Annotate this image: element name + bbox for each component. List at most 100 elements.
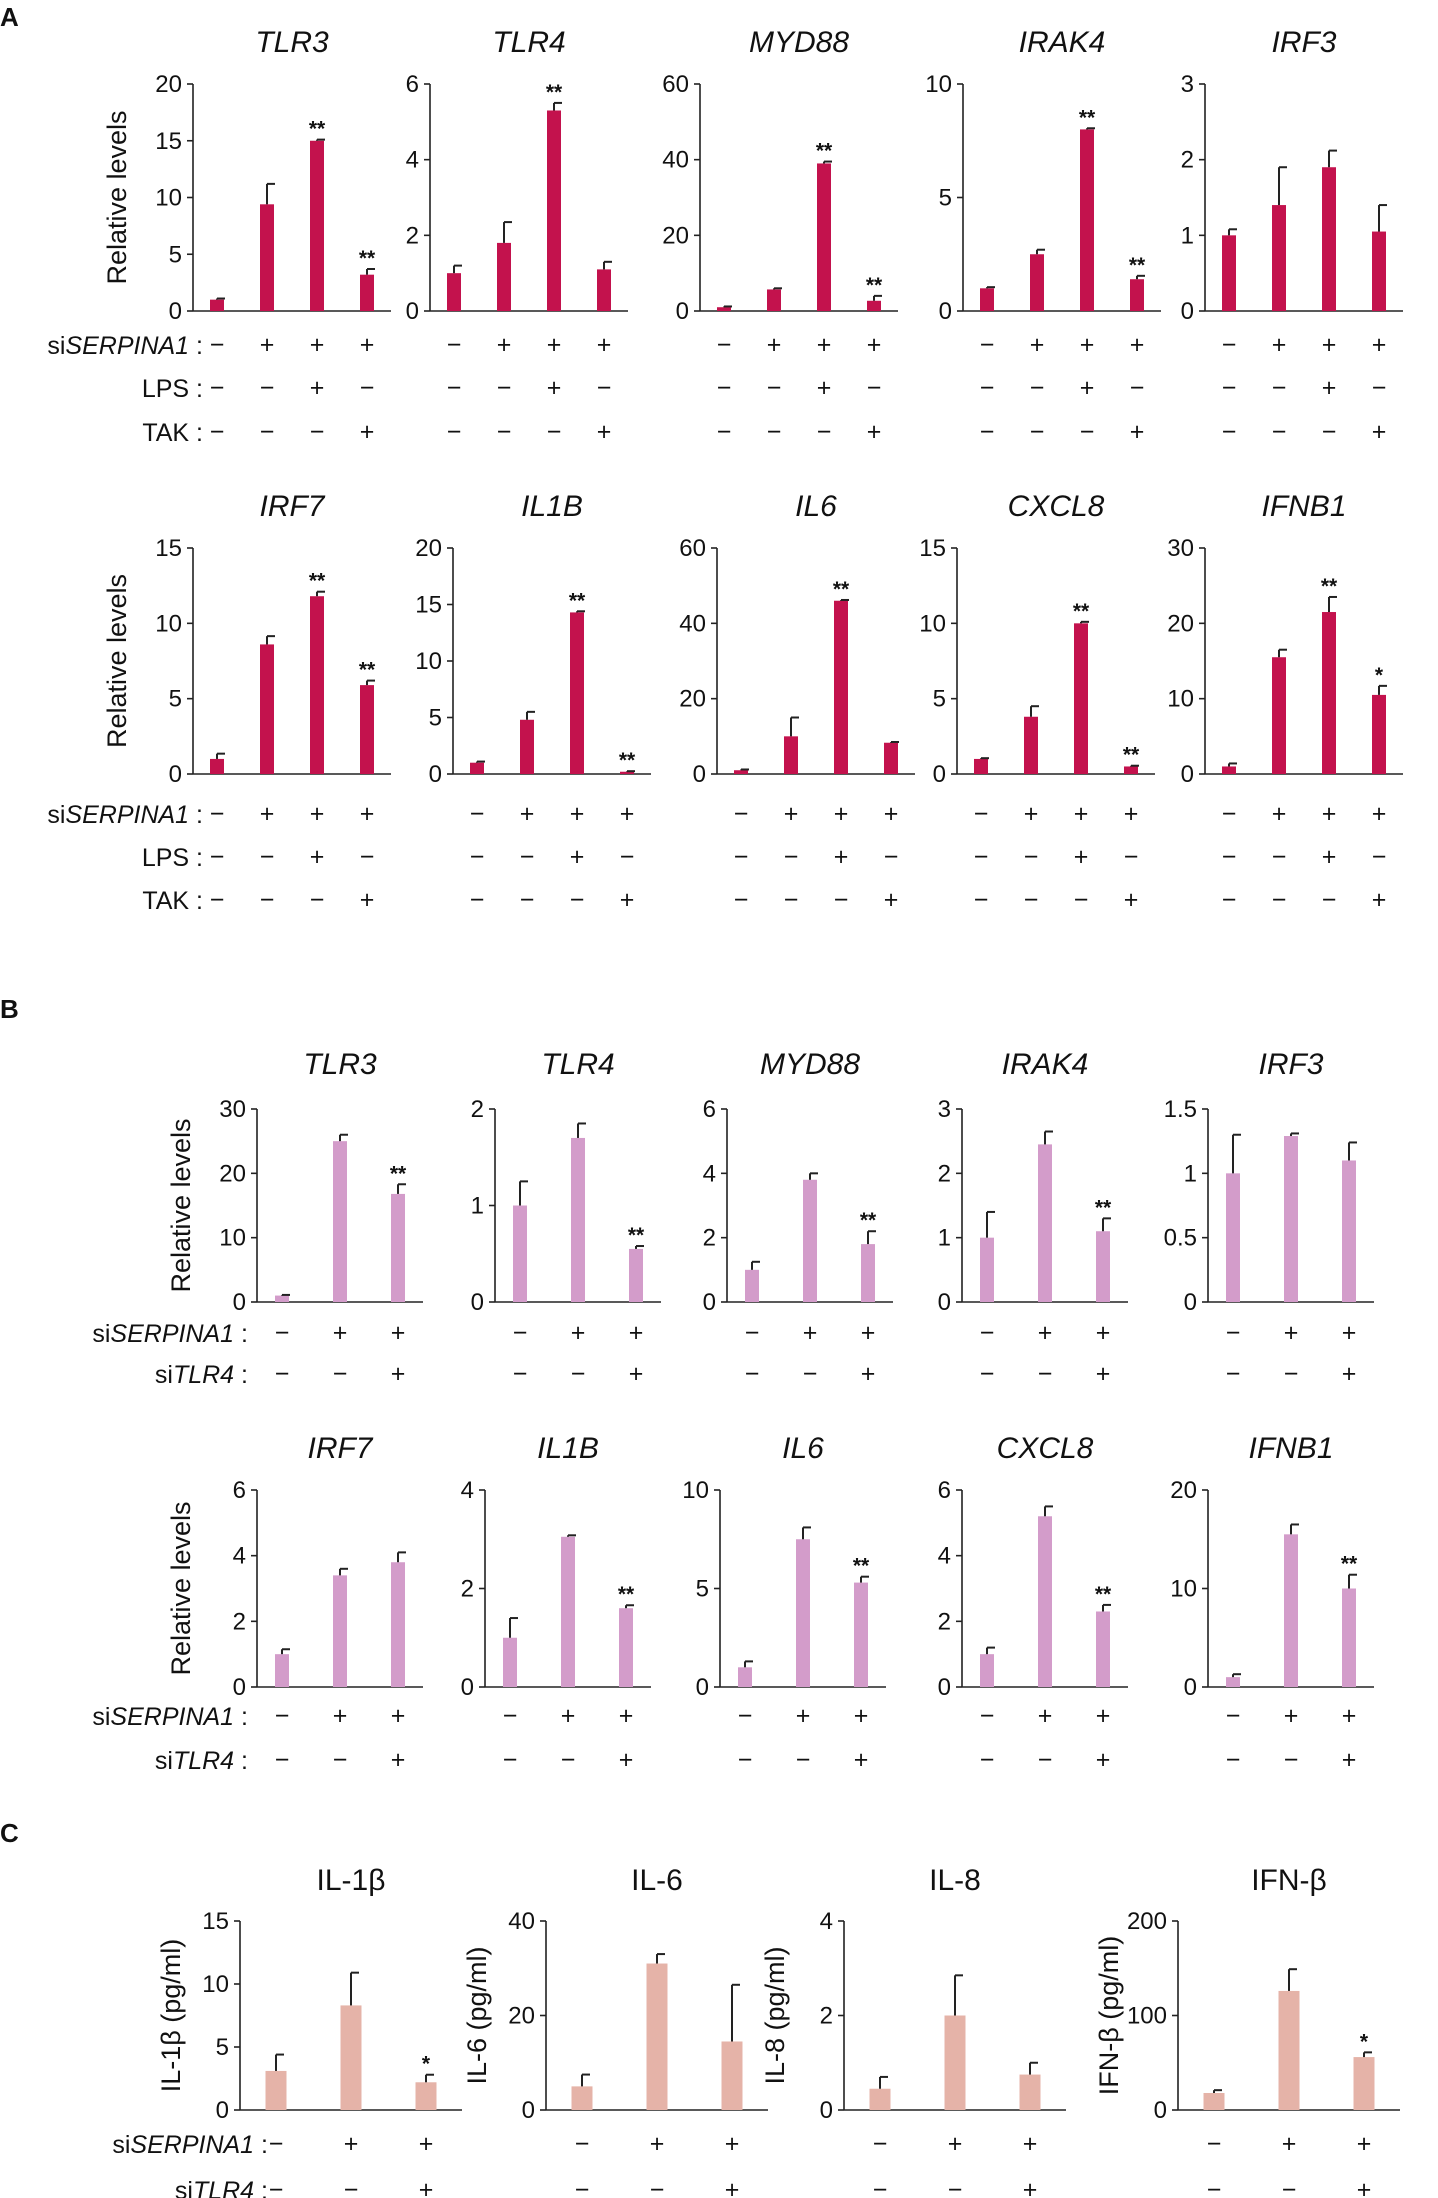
chart-title: MYD88	[760, 1048, 860, 1081]
y-axis-label: Relative levels	[102, 574, 132, 748]
chart-title: IRF7	[259, 490, 325, 523]
condition-sign: +	[629, 1319, 644, 1347]
y-tick-label: 0	[406, 298, 419, 325]
condition-sign: −	[980, 331, 995, 359]
bar-2	[646, 1963, 668, 2110]
condition-sign: −	[717, 331, 732, 359]
y-tick-label: 2	[938, 1160, 951, 1187]
condition-sign: +	[725, 2130, 740, 2158]
condition-sign: +	[497, 331, 512, 359]
condition-sign: −	[1372, 374, 1387, 402]
chart-title: CXCL8	[1008, 490, 1105, 523]
y-tick-label: 10	[202, 1971, 229, 1998]
y-tick-label: 20	[155, 71, 182, 98]
bar-1	[265, 2070, 287, 2110]
condition-label-A-2-2: LPS :	[142, 844, 203, 872]
condition-label-C-1-1: siSERPINA1 :	[112, 2131, 268, 2159]
condition-sign: −	[980, 1702, 995, 1730]
condition-sign: −	[738, 1702, 753, 1730]
y-axis-label: Relative levels	[102, 110, 132, 284]
condition-sign: +	[1342, 1702, 1357, 1730]
condition-sign: +	[561, 1702, 576, 1730]
condition-sign: +	[1357, 2176, 1372, 2198]
condition-label-B-1-2-suffix: :	[234, 1361, 248, 1389]
condition-label-A-2-3-suffix: TAK :	[142, 887, 203, 915]
condition-sign: +	[803, 1319, 818, 1347]
condition-sign: −	[784, 843, 799, 871]
bar-1	[980, 1654, 994, 1687]
bar-1	[210, 299, 224, 311]
significance-mark-3: **	[833, 578, 850, 601]
y-tick-label: 0	[693, 761, 706, 788]
condition-sign: −	[650, 2176, 665, 2198]
condition-label-A-1-2: LPS :	[142, 375, 203, 403]
bar-3	[1096, 1231, 1110, 1302]
bar-4	[867, 300, 881, 311]
condition-label-A-1-1-suffix: :	[189, 332, 203, 360]
condition-sign: +	[570, 800, 585, 828]
y-tick-label: 5	[939, 185, 952, 212]
condition-sign: +	[260, 800, 275, 828]
y-tick-label: 20	[1167, 610, 1194, 637]
condition-sign: −	[767, 418, 782, 446]
y-tick-label: 10	[925, 71, 952, 98]
y-tick-label: 0	[820, 2097, 833, 2124]
condition-sign: −	[210, 886, 225, 914]
condition-sign: +	[619, 1746, 634, 1774]
y-tick-label: 4	[820, 1908, 833, 1935]
condition-label-B-2-2-suffix: :	[234, 1747, 248, 1775]
y-tick-label: 4	[406, 147, 419, 174]
chart-A-7: IL1B 0 5 10 15 20 ** ** − + + + − − + − − − − +	[415, 490, 651, 914]
condition-sign: −	[1024, 886, 1039, 914]
bar-2	[803, 1179, 817, 1302]
significance-mark-3: *	[422, 2053, 431, 2076]
bar-2	[784, 736, 798, 774]
y-tick-label: 10	[155, 610, 182, 637]
chart-title: IFNB1	[1261, 490, 1346, 523]
condition-sign: +	[310, 800, 325, 828]
significance-mark-4: **	[359, 247, 376, 270]
bar-4	[1124, 766, 1138, 774]
condition-label-A-1-3-suffix: TAK :	[142, 419, 203, 447]
condition-sign: +	[419, 2176, 434, 2198]
bar-1	[275, 1654, 289, 1687]
condition-sign: +	[817, 331, 832, 359]
chart-title: IL1B	[537, 1432, 599, 1465]
chart-title: IL-1β	[317, 1864, 386, 1897]
bar-3	[854, 1582, 868, 1687]
condition-sign: −	[547, 418, 562, 446]
chart-B-7: IL1B 0 2 4 ** − + + − − +	[461, 1432, 651, 1774]
bar-3	[310, 596, 324, 774]
y-tick-label: 4	[703, 1160, 716, 1187]
condition-sign: +	[597, 331, 612, 359]
y-axis-label: IL-1β (pg/ml)	[156, 1939, 186, 2093]
bar-4	[360, 685, 374, 774]
chart-C-3: IL-8 0 2 4 IL-8 (pg/ml) − + + − − +	[760, 1864, 1066, 2198]
bar-2	[1038, 1144, 1052, 1302]
condition-sign: +	[1130, 331, 1145, 359]
bar-1	[503, 1637, 517, 1687]
bar-2	[1272, 657, 1286, 774]
bar-3	[391, 1193, 405, 1302]
y-tick-label: 10	[682, 1477, 709, 1504]
bar-4	[597, 269, 611, 311]
condition-sign: +	[547, 374, 562, 402]
bar-4	[1372, 231, 1386, 311]
condition-sign: −	[1030, 418, 1045, 446]
bar-1	[470, 762, 484, 774]
condition-sign: −	[817, 418, 832, 446]
chart-title: TLR3	[255, 26, 329, 59]
y-axis-label: Relative levels	[166, 1501, 196, 1675]
y-tick-label: 5	[429, 705, 442, 732]
significance-mark-3: **	[1321, 575, 1338, 598]
condition-sign: −	[470, 843, 485, 871]
chart-B-4: IRAK4 0 1 2 3 ** − + + − − +	[938, 1048, 1128, 1388]
condition-label-B-1-1: siSERPINA1 :	[92, 1320, 248, 1348]
y-tick-label: 0	[461, 1674, 474, 1701]
condition-sign: +	[1080, 331, 1095, 359]
condition-sign: +	[1372, 800, 1387, 828]
bar-1	[745, 1269, 759, 1302]
y-tick-label: 1	[1184, 1160, 1197, 1187]
y-tick-label: 0.5	[1164, 1225, 1197, 1252]
condition-sign: +	[419, 2130, 434, 2158]
